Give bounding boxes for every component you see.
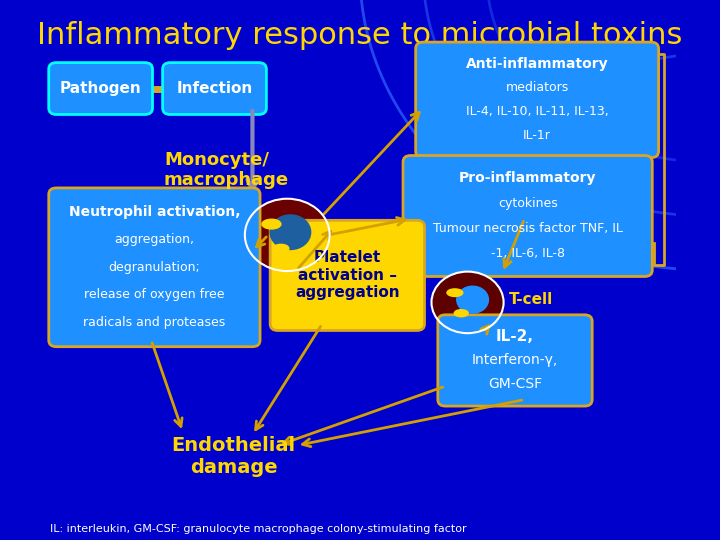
Text: Endothelial
damage: Endothelial damage [171,436,295,477]
Text: Interferon-γ,: Interferon-γ, [472,354,558,367]
Text: IL: interleukin, GM-CSF: granulocyte macrophage colony-stimulating factor: IL: interleukin, GM-CSF: granulocyte mac… [50,523,467,534]
Text: GM-CSF: GM-CSF [488,377,542,391]
FancyBboxPatch shape [49,63,153,114]
Text: radicals and proteases: radicals and proteases [84,316,225,329]
Text: Platelet
activation –
aggregation: Platelet activation – aggregation [295,251,400,300]
Text: degranulation;: degranulation; [109,261,200,274]
Text: -1, IL-6, IL-8: -1, IL-6, IL-8 [490,247,564,260]
Ellipse shape [273,244,289,253]
Circle shape [246,200,328,270]
Text: mediators: mediators [505,82,569,94]
Circle shape [270,215,310,249]
Ellipse shape [454,310,468,316]
FancyBboxPatch shape [438,315,592,406]
Text: IL-4, IL-10, IL-11, IL-13,: IL-4, IL-10, IL-11, IL-13, [466,105,608,118]
FancyBboxPatch shape [49,188,260,347]
Circle shape [456,286,488,313]
Text: aggregation,: aggregation, [114,233,194,246]
Ellipse shape [447,289,463,296]
Text: release of oxygen free: release of oxygen free [84,288,225,301]
FancyBboxPatch shape [415,42,659,158]
Text: Inflammatory response to microbial toxins: Inflammatory response to microbial toxin… [37,21,683,50]
Text: IL-2,: IL-2, [496,329,534,344]
FancyBboxPatch shape [270,220,425,330]
Circle shape [433,273,503,332]
Text: IL-1r: IL-1r [523,129,551,142]
Text: Tumour necrosis factor TNF, IL: Tumour necrosis factor TNF, IL [433,222,623,235]
Text: T-cell: T-cell [508,292,553,307]
FancyBboxPatch shape [163,63,266,114]
Ellipse shape [262,219,281,229]
Text: Anti-inflammatory: Anti-inflammatory [466,57,608,71]
Text: Pro-inflammatory: Pro-inflammatory [459,171,596,185]
Text: Neutrophil activation,: Neutrophil activation, [68,205,240,219]
Text: Pathogen: Pathogen [60,81,142,96]
FancyBboxPatch shape [403,156,652,276]
Text: cytokines: cytokines [498,197,557,210]
Text: Monocyte/
macrophage: Monocyte/ macrophage [164,151,289,190]
Text: Infection: Infection [176,81,253,96]
